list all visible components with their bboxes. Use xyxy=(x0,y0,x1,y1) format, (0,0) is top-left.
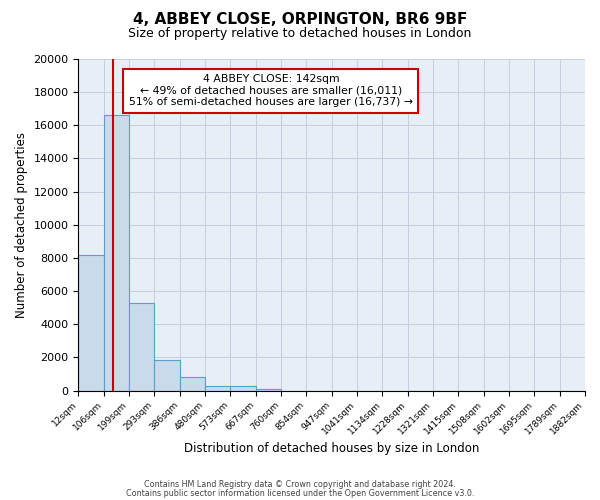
Text: 4, ABBEY CLOSE, ORPINGTON, BR6 9BF: 4, ABBEY CLOSE, ORPINGTON, BR6 9BF xyxy=(133,12,467,28)
Bar xyxy=(205,386,230,390)
Bar xyxy=(104,116,129,390)
Text: 4 ABBEY CLOSE: 142sqm
← 49% of detached houses are smaller (16,011)
51% of semi-: 4 ABBEY CLOSE: 142sqm ← 49% of detached … xyxy=(129,74,413,107)
Bar xyxy=(256,389,281,390)
Y-axis label: Number of detached properties: Number of detached properties xyxy=(15,132,28,318)
Bar xyxy=(180,378,205,390)
Bar xyxy=(154,360,180,390)
Bar xyxy=(79,254,104,390)
X-axis label: Distribution of detached houses by size in London: Distribution of detached houses by size … xyxy=(184,442,479,455)
Text: Size of property relative to detached houses in London: Size of property relative to detached ho… xyxy=(128,28,472,40)
Text: Contains HM Land Registry data © Crown copyright and database right 2024.: Contains HM Land Registry data © Crown c… xyxy=(144,480,456,489)
Bar xyxy=(129,302,154,390)
Bar xyxy=(230,386,256,390)
Text: Contains public sector information licensed under the Open Government Licence v3: Contains public sector information licen… xyxy=(126,490,474,498)
